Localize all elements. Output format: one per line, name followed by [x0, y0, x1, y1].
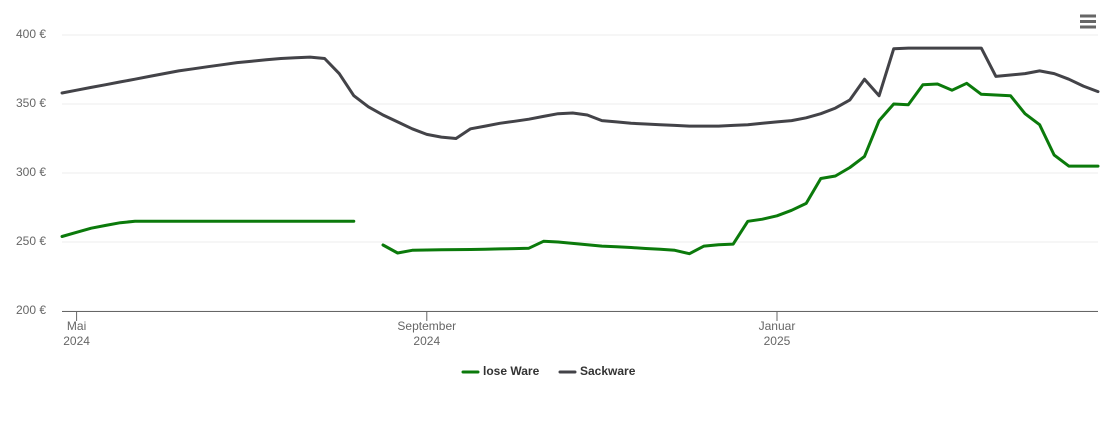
x-tick-label: Januar 2025: [758, 319, 796, 348]
y-tick-label: 200 €: [16, 303, 46, 317]
legend-item[interactable]: lose Ware: [461, 364, 540, 378]
legend-item[interactable]: Sackware: [558, 364, 636, 378]
y-tick-label: 400 €: [16, 27, 46, 41]
menu-button[interactable]: [1078, 12, 1098, 32]
y-tick-label: 250 €: [16, 234, 46, 248]
y-tick-label: 300 €: [16, 165, 46, 179]
series-line: [60, 81, 1100, 256]
y-tick-label: 350 €: [16, 96, 46, 110]
x-tick-label: September 2024: [397, 319, 457, 348]
legend-label: lose Ware: [483, 364, 540, 378]
x-tick-label: Mai 2024: [63, 319, 90, 348]
legend-label: Sackware: [580, 364, 636, 378]
series-line: [60, 46, 1100, 140]
